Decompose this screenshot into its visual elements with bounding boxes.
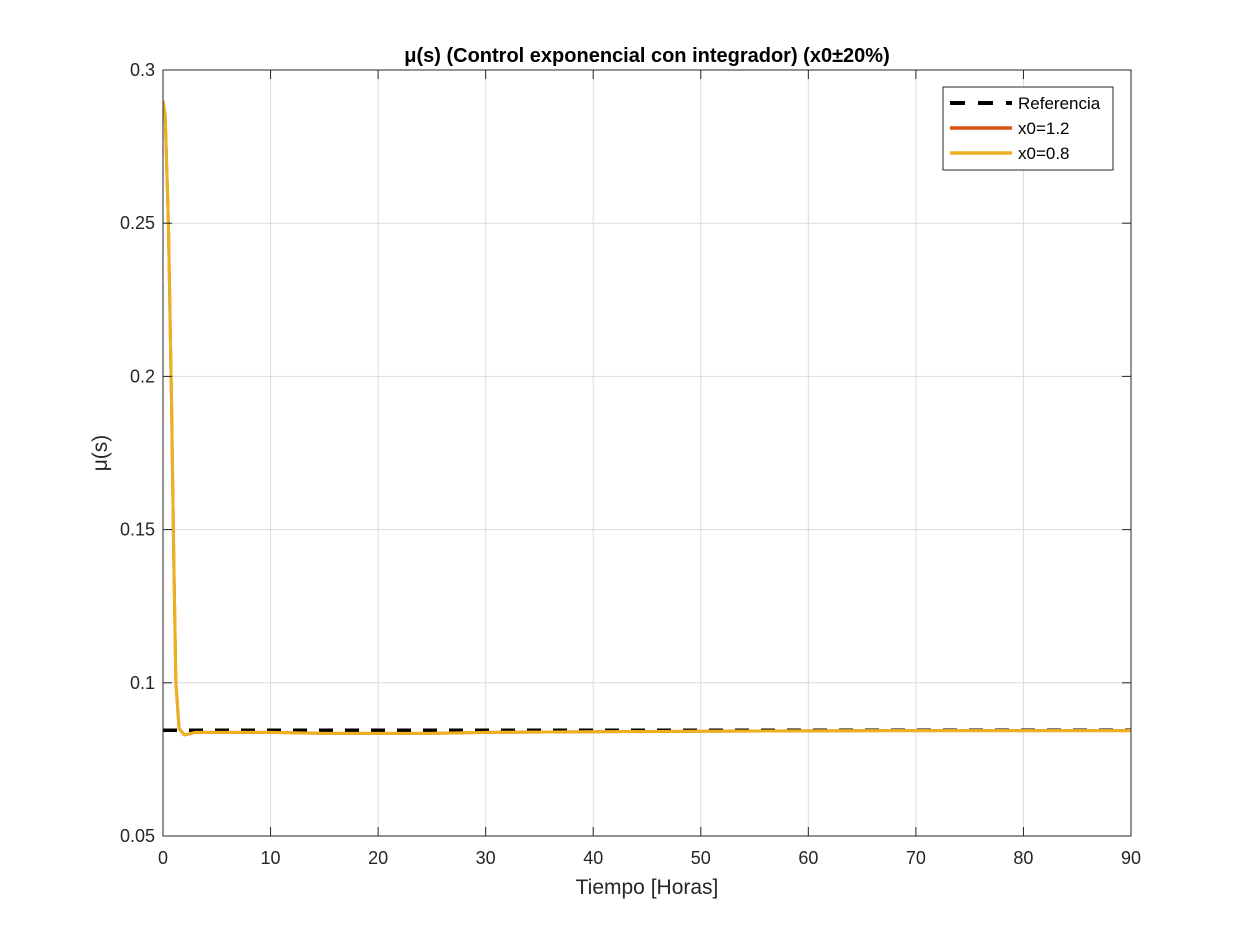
y-tick-label: 0.05 (120, 826, 155, 846)
x-tick-label: 50 (691, 848, 711, 868)
series-layer (163, 100, 1131, 737)
x-tick-label: 80 (1013, 848, 1033, 868)
x-axis-label: Tiempo [Horas] (576, 876, 719, 899)
x-tick-label: 30 (476, 848, 496, 868)
x-tick-label: 90 (1121, 848, 1141, 868)
x-tick-label: 70 (906, 848, 926, 868)
x-tick-label: 60 (798, 848, 818, 868)
y-tick-label: 0.15 (120, 520, 155, 540)
y-tick-label: 0.1 (130, 673, 155, 693)
y-tick-label: 0.2 (130, 366, 155, 386)
y-tick-label: 0.25 (120, 213, 155, 233)
plot-box (162, 69, 1132, 837)
legend-label-2: x0=0.8 (1018, 144, 1070, 163)
y-axis-label: μ(s) (89, 435, 112, 472)
chart-title: μ(s) (Control exponencial con integrador… (404, 45, 890, 67)
tick-labels: 0 10 20 30 40 50 60 70 80 90 0.05 0.1 0.15 0.2 0.25 0.3 (120, 60, 1141, 868)
series-line-2 (163, 100, 1131, 737)
plot-area (163, 70, 1131, 836)
ticks (162, 69, 1132, 837)
legend: Referencia x0=1.2 x0=0.8 (942, 86, 1114, 171)
legend-label-0: Referencia (1018, 94, 1101, 113)
legend-label-1: x0=1.2 (1018, 119, 1070, 138)
x-tick-label: 40 (583, 848, 603, 868)
y-tick-label: 0.3 (130, 60, 155, 80)
x-tick-label: 20 (368, 848, 388, 868)
x-tick-label: 0 (158, 848, 168, 868)
x-tick-label: 10 (261, 848, 281, 868)
